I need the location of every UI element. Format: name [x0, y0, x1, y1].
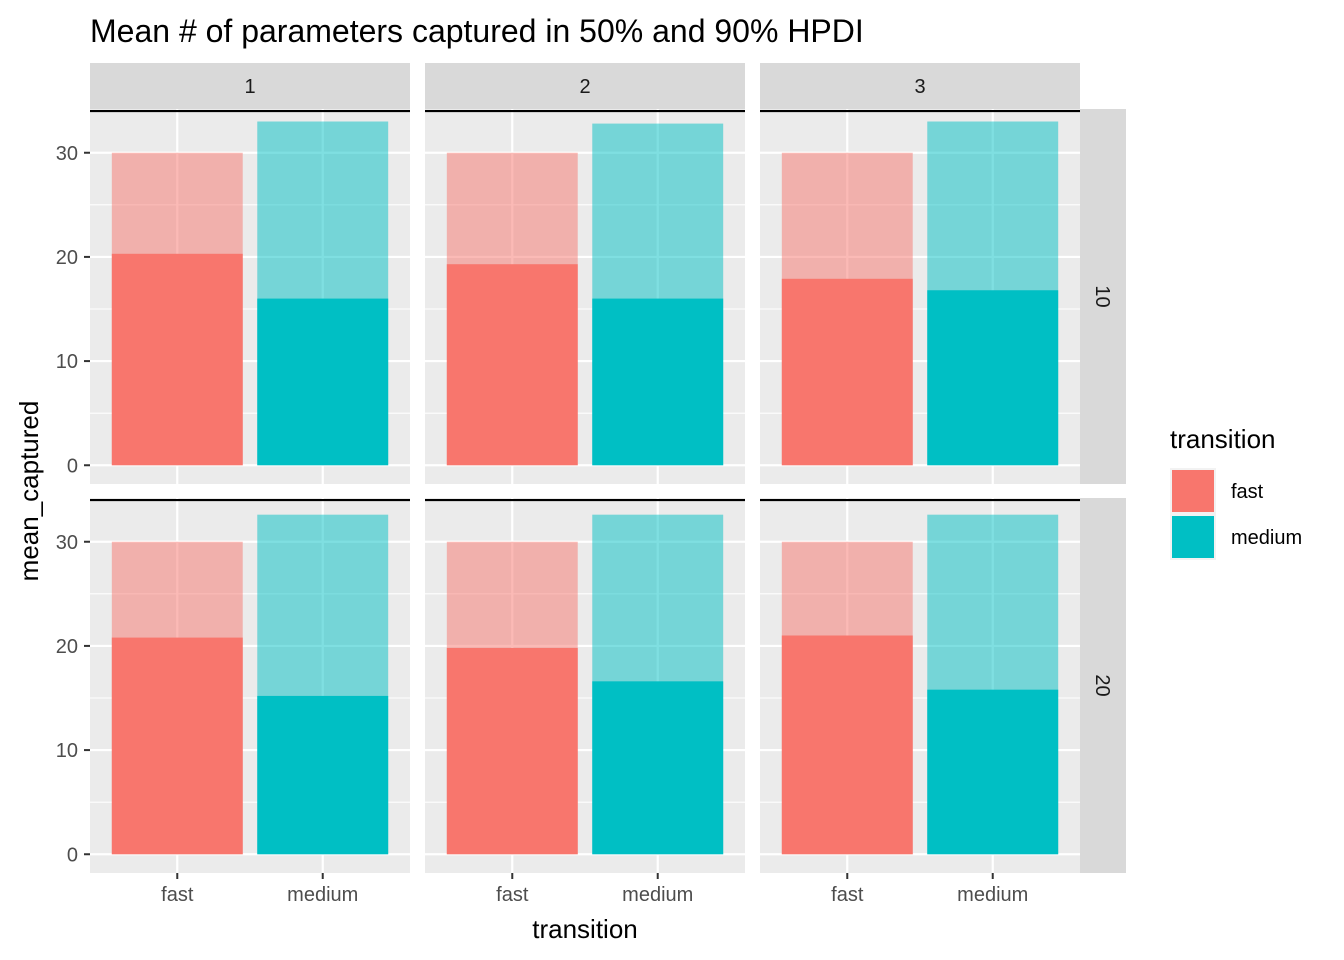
bar-hpdi50-fast	[111, 253, 243, 466]
x-tick-label: fast	[831, 884, 864, 906]
legend-label: medium	[1231, 527, 1302, 549]
facet-strip-col-2	[425, 63, 745, 109]
panel-1-20	[90, 498, 410, 873]
x-tick-label: fast	[496, 884, 529, 906]
panel-2-10	[425, 109, 745, 484]
panel-1-10	[90, 109, 410, 484]
facet-strip-col-label: 3	[914, 76, 925, 98]
y-tick-label: 10	[56, 351, 78, 373]
facet-strip-row-20	[1080, 498, 1126, 873]
bar-hpdi50-medium	[927, 290, 1059, 466]
legend-key-medium	[1172, 516, 1214, 558]
y-tick-label: 0	[67, 844, 78, 866]
y-tick-label: 10	[56, 740, 78, 762]
x-tick-label: medium	[957, 884, 1028, 906]
panel-3-20	[760, 498, 1080, 873]
y-tick-label: 0	[67, 455, 78, 477]
legend-title: transition	[1170, 424, 1276, 454]
facet-strip-row-label: 20	[1091, 674, 1113, 696]
x-tick-label: fast	[161, 884, 194, 906]
y-tick-label: 20	[56, 636, 78, 658]
bar-hpdi50-fast	[111, 637, 243, 855]
facet-strip-col-label: 1	[244, 76, 255, 98]
bar-hpdi50-medium	[257, 695, 389, 855]
panel-2-20	[425, 498, 745, 873]
bar-hpdi50-fast	[446, 648, 578, 855]
y-tick-label: 20	[56, 247, 78, 269]
facet-strip-col-3	[760, 63, 1080, 109]
legend-label: fast	[1231, 481, 1264, 503]
facet-strip-col-1	[90, 63, 410, 109]
legend-key-fast	[1172, 470, 1214, 512]
bar-hpdi50-fast	[781, 278, 913, 466]
y-tick-label: 30	[56, 532, 78, 554]
chart-title: Mean # of parameters captured in 50% and…	[90, 13, 864, 49]
bar-hpdi50-medium	[927, 689, 1059, 855]
bar-hpdi50-medium	[592, 298, 724, 466]
x-tick-label: medium	[622, 884, 693, 906]
x-tick-label: medium	[287, 884, 358, 906]
facet-strip-col-label: 2	[579, 76, 590, 98]
bar-hpdi50-medium	[592, 681, 724, 855]
panels-layer: 1 2 3 10 20 0 10 20 30 0 10 20 30 fast medium fast mediu…	[56, 63, 1126, 906]
x-axis-title: transition	[532, 914, 638, 944]
legend: transition fast medium	[1170, 424, 1302, 560]
bar-hpdi50-fast	[446, 264, 578, 466]
facet-strip-row-10	[1080, 109, 1126, 484]
facet-strip-row-label: 10	[1091, 285, 1113, 307]
y-axis-title: mean_captured	[14, 401, 44, 582]
bar-hpdi50-fast	[781, 635, 913, 855]
panel-3-10	[760, 109, 1080, 484]
bar-hpdi50-medium	[257, 298, 389, 466]
y-tick-label: 30	[56, 143, 78, 165]
